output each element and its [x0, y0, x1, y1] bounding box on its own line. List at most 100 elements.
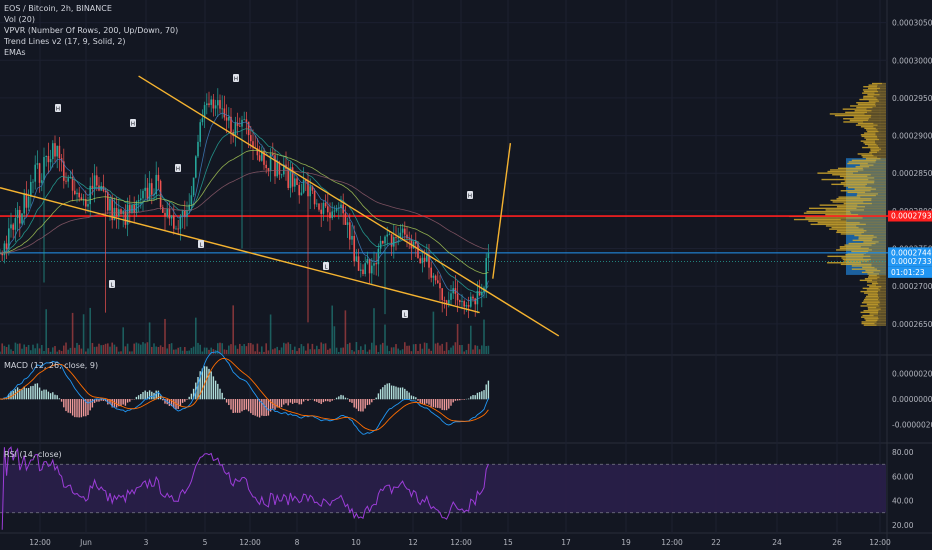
candle-body	[327, 206, 329, 213]
macd-hist-bar	[98, 399, 100, 402]
vpvr-bar	[847, 191, 866, 194]
volume-bar	[351, 350, 353, 354]
candle-body	[107, 192, 109, 211]
vpvr-bar	[880, 158, 886, 160]
volume-bar	[217, 343, 219, 354]
volume-bar	[415, 344, 417, 354]
candle-body	[309, 186, 311, 197]
macd-hist-bar	[168, 399, 171, 406]
volume-bar	[476, 345, 479, 354]
volume-bar	[472, 349, 474, 354]
vpvr-bar	[864, 143, 877, 146]
volume-bar	[135, 342, 138, 354]
candle-body	[340, 204, 342, 208]
vpvr-bar	[836, 231, 865, 234]
vpvr-bar	[808, 220, 847, 222]
macd-label[interactable]: MACD (12, 26, close, 9)	[4, 361, 99, 370]
macd-histogram	[0, 366, 490, 418]
vpvr-bar	[868, 84, 878, 86]
volume-bar	[118, 351, 120, 354]
vpvr-bar	[873, 122, 886, 125]
macd-hist-bar	[135, 396, 138, 400]
vpvr-bar	[821, 178, 869, 181]
macd-hist-bar	[109, 399, 111, 405]
volume-bar	[60, 351, 63, 354]
vpvr-bar	[825, 209, 865, 211]
candle-body	[384, 236, 386, 244]
vpvr-bar	[878, 130, 886, 133]
macd-hist-bar	[324, 399, 327, 402]
macd-hist-bar	[313, 399, 316, 402]
macd-hist-bar	[30, 386, 32, 400]
indicator-emas[interactable]: EMAs	[4, 48, 26, 57]
indicator-trendlines[interactable]: Trend Lines v2 (17, 9, Solid, 2)	[4, 37, 126, 46]
candle-body	[412, 241, 415, 249]
candle-body	[27, 196, 30, 208]
candle-body	[142, 190, 144, 199]
vpvr-bar	[865, 319, 878, 322]
macd-hist-bar	[278, 399, 281, 408]
macd-hist-bar	[388, 383, 391, 400]
macd-hist-bar	[219, 388, 221, 400]
vpvr-bar	[875, 194, 886, 197]
volume-bar	[419, 343, 421, 354]
candle-body	[397, 237, 399, 239]
vpvr-bar	[863, 241, 879, 243]
macd-hist-bar	[63, 399, 65, 408]
macd-hist-bar	[428, 399, 430, 405]
candle-body	[43, 156, 45, 181]
macd-hist-bar	[8, 393, 10, 400]
candle-body	[283, 164, 285, 175]
volume-bar	[467, 343, 470, 354]
candle-body	[5, 243, 8, 249]
macd-hist-bar	[82, 399, 85, 417]
candle-body	[324, 202, 327, 207]
rsi-label[interactable]: RSI (14, close)	[4, 450, 62, 459]
candle-body	[252, 141, 254, 148]
indicator-vol[interactable]: Vol (20)	[4, 15, 35, 24]
volume-bar	[91, 342, 94, 354]
macd-hist-bar	[439, 399, 441, 409]
candle-body	[432, 275, 435, 278]
volume-bar	[311, 343, 314, 354]
candle-body	[148, 183, 151, 199]
indicator-vpvr[interactable]: VPVR (Number Of Rows, 200, Up/Down, 70)	[4, 26, 179, 35]
macd-hist-bar	[129, 399, 131, 402]
candle-body	[404, 228, 406, 235]
macd-y-tick-label: 0.00000000	[892, 395, 932, 404]
macd-hist-bar	[258, 399, 261, 418]
pivot-marker-label: L	[110, 283, 114, 289]
volume-bar	[190, 347, 193, 354]
candle-body	[316, 203, 318, 205]
volume-bar	[225, 349, 228, 354]
candle-body	[76, 192, 78, 195]
candle-body	[357, 256, 360, 271]
vpvr-bar	[868, 178, 886, 181]
macd-hist-bar	[201, 368, 204, 400]
volume-bar	[32, 344, 34, 354]
candle-body	[236, 122, 239, 126]
vpvr-bar	[841, 257, 864, 259]
vpvr-bar	[878, 90, 886, 93]
vpvr-bar	[827, 255, 871, 258]
volume-bar	[168, 344, 171, 354]
vpvr-bar	[876, 236, 886, 238]
vpvr-bar	[877, 278, 886, 280]
candle-body	[19, 209, 21, 224]
candle-body	[144, 187, 146, 191]
macd-hist-bar	[27, 387, 30, 400]
candle-body	[393, 237, 395, 247]
macd-hist-bar	[16, 387, 19, 400]
volume-bar	[234, 345, 237, 354]
macd-hist-bar	[401, 387, 404, 400]
trendline-projection	[492, 143, 512, 279]
vpvr-bar	[876, 105, 886, 107]
vpvr-bar	[876, 97, 886, 99]
macd-hist-bar	[346, 398, 349, 400]
candle-body	[56, 145, 58, 157]
vpvr-bar	[817, 222, 860, 224]
macd-hist-bar	[417, 399, 419, 401]
pivot-marker	[130, 119, 136, 127]
macd-hist-bar	[89, 399, 91, 411]
